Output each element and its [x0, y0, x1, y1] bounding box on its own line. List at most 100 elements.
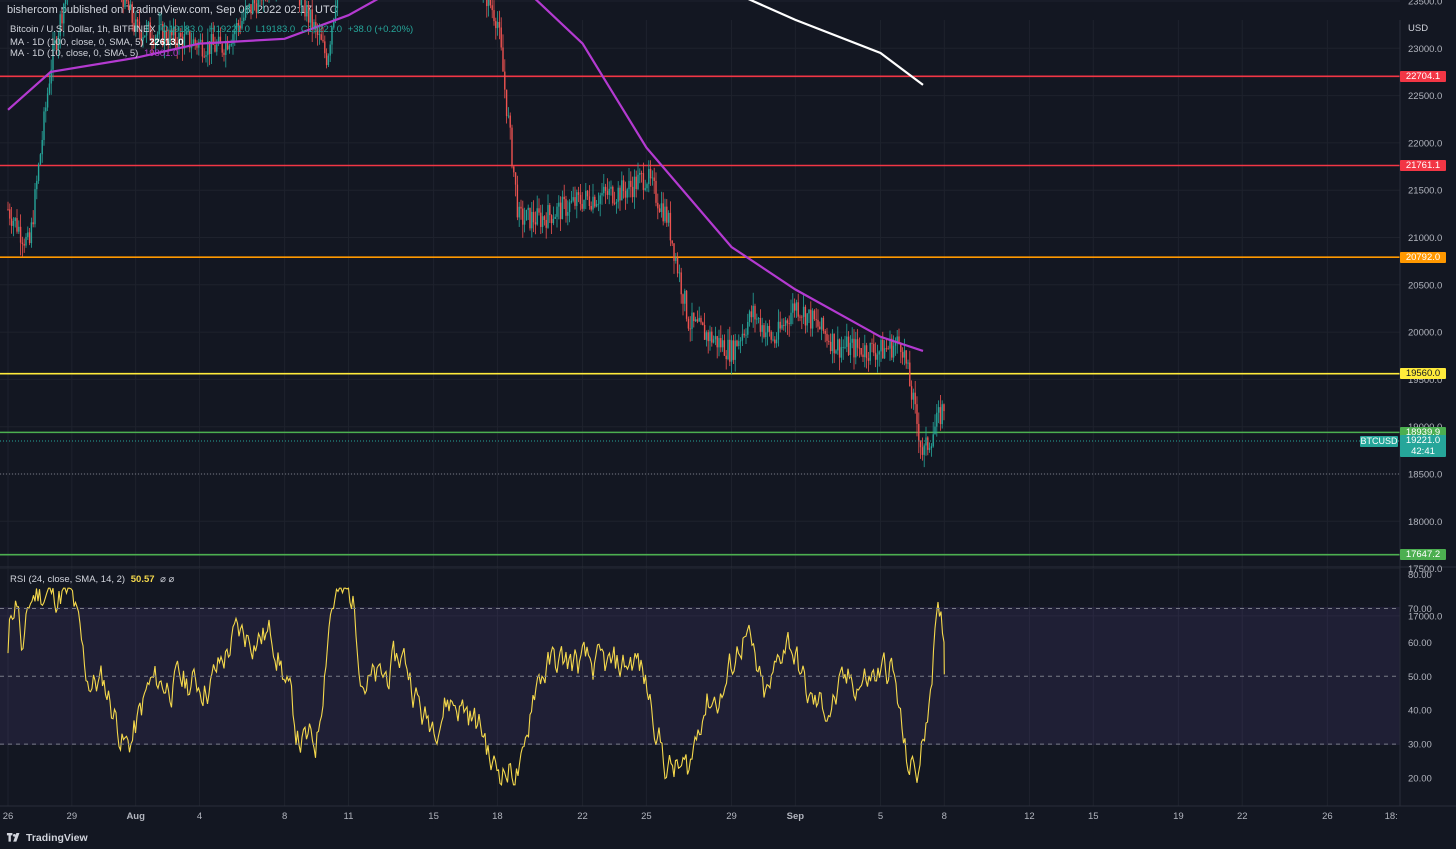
candle-body: [849, 342, 852, 356]
candle-body: [790, 312, 792, 325]
candle-body: [153, 42, 155, 45]
candle-body: [871, 343, 873, 344]
symbol-legend[interactable]: Bitcoin / U.S. Dollar, 1h, BITFINEX O191…: [10, 24, 416, 35]
candle-body: [745, 334, 747, 336]
candle-body: [509, 115, 511, 128]
ohlc-open: O19183.0: [161, 24, 204, 35]
candle-body: [541, 216, 544, 227]
candle-body: [495, 21, 497, 29]
candle-body: [574, 197, 576, 206]
candle-body: [135, 19, 137, 32]
candles: [7, 0, 945, 468]
candle-body: [831, 333, 834, 352]
time-tick: 29: [67, 811, 78, 822]
candle-body: [691, 312, 693, 329]
brand-name: TradingView: [26, 832, 88, 844]
candle-body: [856, 339, 859, 348]
candle-body: [572, 197, 574, 201]
candle-body: [838, 339, 841, 358]
candle-body: [604, 186, 607, 191]
candle-body: [124, 0, 126, 8]
candle-body: [194, 39, 196, 44]
candle-body: [50, 69, 52, 84]
candle-body: [775, 339, 778, 344]
candle-body: [187, 31, 189, 33]
candle-body: [48, 83, 51, 94]
ohlc-change: +38.0 (+0.20%): [347, 24, 414, 35]
time-axis-ticks: 26 29 Aug 4 8 11 15 18 22 25 29 Sep 5 8 12 15 19 22 26 18:: [3, 811, 1398, 822]
candle-body: [804, 306, 807, 326]
candle-body: [538, 208, 540, 213]
candle-body: [531, 211, 533, 229]
candle-body: [545, 219, 547, 228]
current-price-label: 19221.0 42:41: [1400, 435, 1446, 457]
candle-body: [158, 25, 160, 35]
candle-body: [64, 0, 67, 4]
candle-body: [675, 257, 677, 261]
ma10-value: 19801.0: [143, 48, 179, 59]
candle-body: [802, 306, 805, 317]
price-tick: 21000.0: [1408, 233, 1442, 244]
candle-body: [196, 43, 198, 48]
level-label: 18939.9: [1400, 426, 1446, 438]
candle-body: [696, 319, 699, 322]
price-tick: 17000.0: [1408, 611, 1442, 622]
rsi-legend[interactable]: RSI (24, close, SMA, 14, 2) 50.57 ⌀ ⌀: [10, 574, 177, 585]
candle-body: [61, 14, 63, 24]
candle-body: [237, 22, 240, 26]
candle-body: [185, 31, 187, 34]
candle-body: [325, 53, 328, 66]
candle-body: [657, 202, 659, 209]
candle-body: [219, 36, 222, 44]
candle-body: [27, 232, 29, 237]
candle-body: [536, 208, 538, 225]
candle-body: [54, 40, 56, 44]
candle-body: [59, 14, 61, 36]
price-tick: 18000.0: [1408, 517, 1442, 528]
candle-body: [136, 19, 139, 22]
candle-body: [228, 45, 231, 50]
candle-body: [507, 115, 510, 117]
candle-body: [30, 222, 33, 244]
candle-body: [873, 343, 875, 353]
currency-label: USD: [1408, 23, 1429, 34]
candle-body: [18, 226, 20, 232]
candle-body: [230, 43, 232, 46]
candle-body: [145, 25, 148, 36]
candle-body: [57, 35, 60, 50]
candle-body: [727, 339, 729, 360]
candle-body: [567, 212, 569, 216]
candle-body: [788, 323, 790, 325]
candle-body: [12, 220, 15, 226]
time-tick: Sep: [787, 811, 805, 822]
candle-body: [676, 257, 679, 274]
price-tick: 23500.0: [1408, 0, 1442, 8]
time-tick: 18: [492, 811, 503, 822]
time-tick: 12: [1024, 811, 1035, 822]
ma100-legend[interactable]: MA · 1D (100, close, 0, SMA, 5) 22613.0: [10, 37, 187, 48]
ma10-legend[interactable]: MA · 1D (10, close, 0, SMA, 5) 19801.0: [10, 48, 181, 59]
candle-body: [797, 302, 799, 317]
candle-body: [750, 311, 753, 318]
rsi-line: [7, 587, 945, 786]
candle-body: [563, 196, 565, 200]
candle-body: [556, 206, 558, 217]
candle-body: [144, 35, 146, 38]
rsi-label: RSI (24, close, SMA, 14, 2): [10, 574, 126, 585]
tradingview-brand[interactable]: TradingView: [6, 832, 88, 844]
candle-body: [207, 41, 209, 56]
time-tick: 19: [1173, 811, 1184, 822]
candle-body: [565, 199, 567, 216]
candle-body: [505, 89, 508, 116]
candle-body: [894, 342, 897, 346]
candle-body: [880, 339, 882, 352]
candle-body: [738, 341, 740, 346]
candle-body: [322, 39, 324, 42]
price-tick: 22500.0: [1408, 91, 1442, 102]
candle-body: [889, 338, 891, 349]
candle-body: [334, 7, 337, 19]
candle-body: [534, 222, 537, 225]
level-label: 22704.1: [1400, 70, 1446, 82]
candle-body: [626, 189, 628, 198]
